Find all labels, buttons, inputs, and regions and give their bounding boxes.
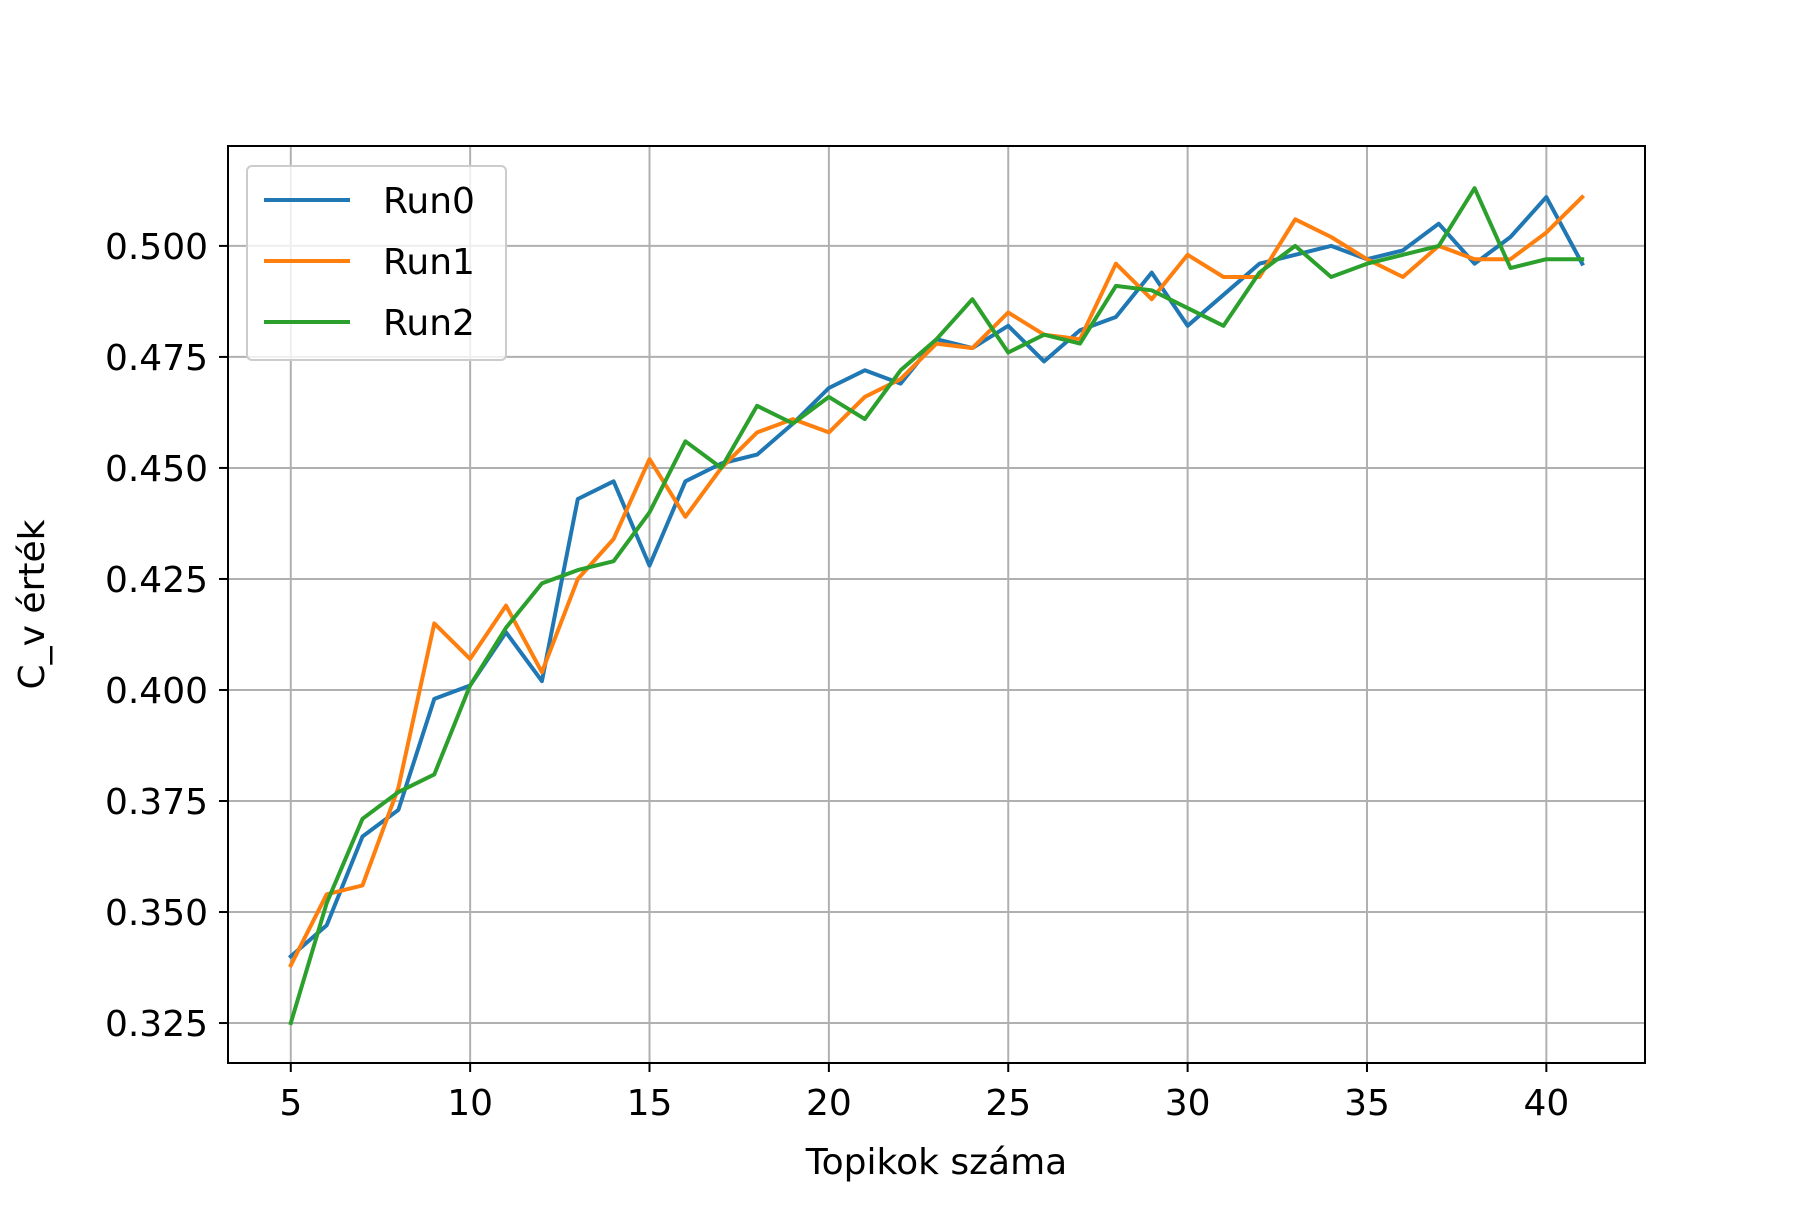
legend-label-run2: Run2 — [383, 303, 475, 344]
tick-layer: 5 10 15 20 25 30 35 40 0.325 0.350 0.375 0.400 0.425… — [105, 227, 1569, 1124]
x-tick-label: 5 — [279, 1083, 302, 1124]
x-axis-label: Topikok száma — [805, 1142, 1067, 1183]
y-tick-label: 0.425 — [105, 560, 208, 601]
series-line-run1 — [288, 194, 1586, 968]
legend-items: Run0 Run1 Run2 — [264, 181, 475, 344]
y-axis-label: C_v érték — [12, 519, 53, 689]
y-tick-label: 0.500 — [105, 227, 208, 268]
legend-box — [246, 165, 507, 361]
x-tick-label: 40 — [1523, 1083, 1569, 1124]
x-tick-label: 15 — [627, 1083, 673, 1124]
series-line-run2 — [288, 186, 1585, 1026]
legend-label-run0: Run0 — [383, 181, 475, 222]
x-tick-label: 10 — [447, 1083, 493, 1124]
y-tick-label: 0.400 — [105, 671, 208, 712]
legend: Run0 Run1 Run2 — [246, 165, 507, 361]
series-layer — [287, 186, 1586, 1026]
y-tick-label: 0.350 — [105, 893, 208, 934]
legend-label-run1: Run1 — [383, 242, 475, 283]
x-tick-label: 35 — [1344, 1083, 1390, 1124]
y-tick-label: 0.325 — [105, 1004, 208, 1045]
y-tick-label: 0.475 — [105, 338, 208, 379]
x-tick-label: 20 — [806, 1083, 852, 1124]
y-tick-label: 0.375 — [105, 782, 208, 823]
x-tick-label: 25 — [985, 1083, 1031, 1124]
y-tick-label: 0.450 — [105, 449, 208, 490]
x-tick-label: 30 — [1165, 1083, 1211, 1124]
grid-layer — [228, 146, 1645, 1063]
plot-frame — [227, 145, 1646, 1064]
